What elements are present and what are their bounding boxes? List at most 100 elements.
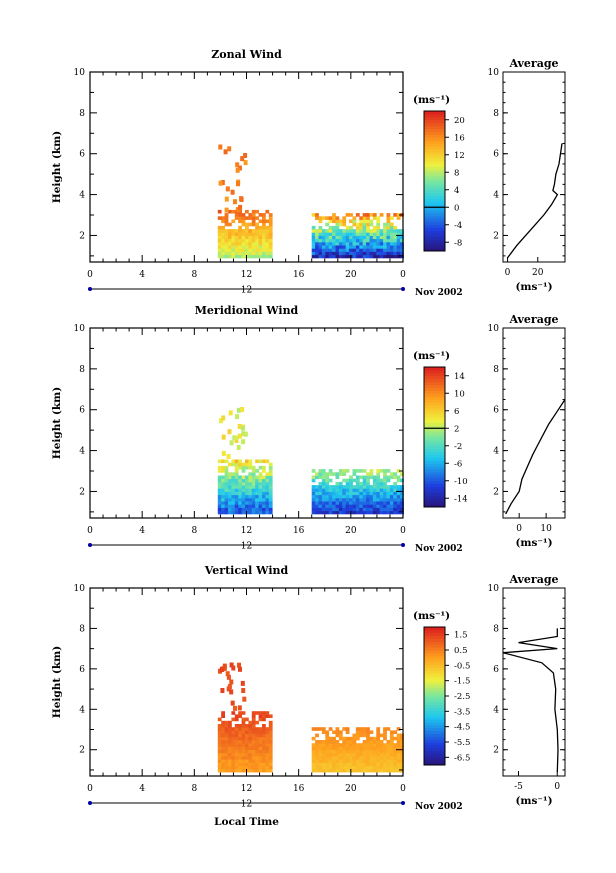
heatmap-cell xyxy=(255,475,259,480)
colorbar-segment xyxy=(424,218,445,223)
heatmap-cell xyxy=(221,740,225,744)
x-tick-label: 0 xyxy=(87,270,93,280)
heatmap-cell xyxy=(396,727,401,731)
colorbar-segment xyxy=(424,242,445,246)
heatmap-cell xyxy=(248,743,253,747)
heatmap-cell xyxy=(372,478,377,483)
heatmap-cell xyxy=(221,415,226,421)
heatmap-cell xyxy=(393,251,398,256)
heatmap-cell xyxy=(258,501,263,505)
heatmap-cell xyxy=(332,730,336,734)
heatmap-cell xyxy=(386,469,391,473)
heatmap-cell xyxy=(265,746,270,750)
heatmap-cell xyxy=(359,248,364,252)
heatmap-cell xyxy=(328,736,333,741)
heatmap-cell xyxy=(258,248,263,252)
heatmap-cell xyxy=(389,232,394,236)
heatmap-cell xyxy=(325,497,330,502)
colorbar-segment xyxy=(424,501,445,505)
heatmap-cell xyxy=(342,736,347,741)
average-profile-line xyxy=(505,399,566,515)
heatmap-cell xyxy=(224,216,229,220)
colorbar-segment xyxy=(424,693,445,697)
heatmap-cell xyxy=(332,241,336,246)
colorbar-tick-label: 4 xyxy=(454,186,459,196)
heatmap-cell xyxy=(359,743,364,747)
colorbar-segment xyxy=(424,670,445,674)
heatmap-cell xyxy=(265,759,270,763)
heatmap-cell xyxy=(325,254,330,259)
heatmap-cell xyxy=(396,759,401,763)
heatmap-cell xyxy=(318,762,323,766)
heatmap-cell xyxy=(268,749,273,754)
heatmap-cell xyxy=(325,762,330,766)
heatmap-cell xyxy=(245,475,249,480)
heatmap-cell xyxy=(386,238,391,243)
colorbar-unit: (ms⁻¹) xyxy=(413,94,450,106)
heatmap-cell xyxy=(228,759,232,763)
heatmap-cell xyxy=(237,165,242,171)
heatmap-cell xyxy=(349,504,353,508)
colorbar-segment xyxy=(424,684,445,688)
heatmap-cell xyxy=(224,746,229,750)
heatmap-cell xyxy=(359,254,364,259)
heatmap-cell xyxy=(376,238,381,243)
heatmap-cell xyxy=(224,494,229,499)
heatmap-cell xyxy=(342,469,347,473)
heatmap-cell xyxy=(376,245,381,249)
heatmap-cell xyxy=(255,488,259,492)
heatmap-cell xyxy=(265,510,270,515)
heatmap-cell xyxy=(349,232,353,236)
heatmap-cell xyxy=(231,494,236,499)
heatmap-cell xyxy=(262,465,266,470)
heatmap-cell xyxy=(362,235,367,240)
heatmap-cell xyxy=(345,752,350,757)
heatmap-cell xyxy=(231,665,236,671)
heatmap-cell xyxy=(383,501,387,505)
colorbar-segment xyxy=(424,678,445,683)
colorbar-segment xyxy=(424,134,445,138)
heatmap-cell xyxy=(345,730,350,734)
y-tick-label: 8 xyxy=(79,109,85,119)
heatmap-cell xyxy=(258,759,263,763)
heatmap-cell xyxy=(325,472,330,476)
heatmap-cell xyxy=(366,504,370,508)
heatmap-cell xyxy=(251,497,256,502)
heatmap-cell xyxy=(224,501,229,505)
heatmap-cell xyxy=(311,238,316,243)
heatmap-cell xyxy=(228,510,232,515)
heatmap-cell xyxy=(349,740,353,744)
heatmap-cell xyxy=(379,501,384,505)
heatmap-cell xyxy=(362,245,367,249)
heatmap-cell xyxy=(258,727,263,731)
heatmap-cell xyxy=(258,711,263,715)
heatmap-cell xyxy=(224,196,229,202)
heatmap-cell xyxy=(221,450,226,456)
x-tick-label: 12 xyxy=(241,526,252,536)
x-tick-label: 20 xyxy=(345,526,357,536)
heatmap-cell xyxy=(262,714,266,718)
heatmap-cell xyxy=(355,251,360,256)
heatmap-cell xyxy=(241,222,246,227)
heatmap-cell xyxy=(238,475,242,480)
heatmap-cell xyxy=(238,510,242,515)
heatmap-cell xyxy=(315,510,319,515)
heatmap-cell xyxy=(238,485,242,489)
heatmap-cell xyxy=(241,736,246,741)
heatmap-cell xyxy=(255,248,259,252)
heatmap-cell xyxy=(258,736,263,741)
heatmap-cell xyxy=(335,768,340,773)
heatmap-cell xyxy=(389,216,394,220)
heatmap-cell xyxy=(245,762,249,766)
heatmap-cell xyxy=(228,462,232,467)
heatmap-cell xyxy=(366,478,370,483)
heatmap-cell xyxy=(393,756,398,760)
heatmap-cell xyxy=(325,494,330,499)
heatmap-cell xyxy=(248,510,253,515)
heatmap-cell xyxy=(224,497,229,502)
heatmap-cell xyxy=(386,232,391,236)
colorbar-segment xyxy=(424,638,445,642)
heatmap-cell xyxy=(311,768,316,773)
average-profile-line xyxy=(502,628,559,773)
